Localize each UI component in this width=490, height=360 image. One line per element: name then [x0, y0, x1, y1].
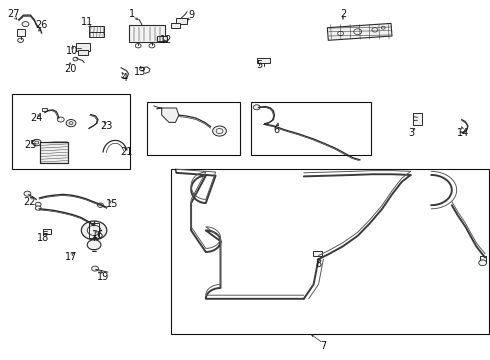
Bar — [176, 18, 187, 24]
Text: 2: 2 — [340, 9, 346, 19]
Circle shape — [69, 122, 73, 125]
Text: 24: 24 — [30, 113, 43, 123]
Circle shape — [98, 203, 103, 207]
Bar — [157, 36, 167, 41]
Text: 17: 17 — [65, 252, 77, 262]
Polygon shape — [327, 23, 392, 40]
Polygon shape — [162, 108, 179, 122]
Circle shape — [18, 38, 24, 42]
Bar — [480, 256, 486, 263]
Text: 10: 10 — [67, 46, 78, 56]
Text: 4: 4 — [122, 73, 128, 84]
Bar — [76, 43, 90, 51]
Bar — [78, 50, 88, 55]
Bar — [251, 102, 371, 155]
Circle shape — [213, 126, 226, 136]
Bar — [89, 26, 104, 33]
Bar — [147, 102, 240, 155]
Text: 12: 12 — [160, 35, 173, 45]
Circle shape — [479, 260, 487, 266]
Circle shape — [66, 120, 76, 127]
Bar — [171, 23, 180, 28]
Text: 27: 27 — [7, 9, 20, 19]
Text: 1: 1 — [129, 9, 135, 19]
Text: 5: 5 — [257, 60, 263, 70]
Bar — [89, 32, 104, 37]
Circle shape — [32, 139, 41, 146]
Text: 8: 8 — [316, 258, 321, 269]
Circle shape — [24, 191, 31, 196]
Bar — [171, 169, 489, 334]
Text: 6: 6 — [274, 125, 280, 135]
Bar — [42, 108, 47, 111]
Bar — [129, 25, 165, 42]
Text: 18: 18 — [37, 233, 49, 243]
Text: 14: 14 — [457, 128, 469, 138]
Text: 15: 15 — [105, 199, 118, 210]
Text: 7: 7 — [320, 341, 326, 351]
Text: 20: 20 — [64, 64, 76, 74]
Circle shape — [253, 105, 260, 110]
Text: 3: 3 — [409, 128, 415, 138]
Bar — [40, 142, 68, 163]
Text: 13: 13 — [133, 67, 146, 77]
Text: 25: 25 — [24, 140, 37, 150]
Text: 26: 26 — [35, 20, 48, 30]
Text: 11: 11 — [81, 17, 93, 27]
Circle shape — [57, 117, 64, 122]
Circle shape — [35, 206, 41, 210]
Text: 9: 9 — [188, 10, 194, 20]
Bar — [89, 223, 99, 238]
Bar — [17, 29, 24, 36]
Text: 21: 21 — [120, 147, 133, 157]
Text: 22: 22 — [23, 197, 36, 207]
Circle shape — [73, 57, 78, 61]
Text: 23: 23 — [100, 121, 113, 131]
Bar — [313, 251, 322, 256]
Bar — [43, 229, 51, 234]
Bar — [40, 142, 68, 163]
Text: 16: 16 — [92, 230, 104, 240]
Circle shape — [92, 266, 98, 271]
Bar — [257, 58, 270, 63]
Circle shape — [22, 22, 29, 27]
Bar — [12, 94, 130, 169]
Text: 19: 19 — [97, 272, 109, 282]
Circle shape — [35, 202, 41, 207]
Circle shape — [87, 240, 101, 250]
Circle shape — [81, 221, 107, 240]
Bar — [413, 113, 422, 125]
